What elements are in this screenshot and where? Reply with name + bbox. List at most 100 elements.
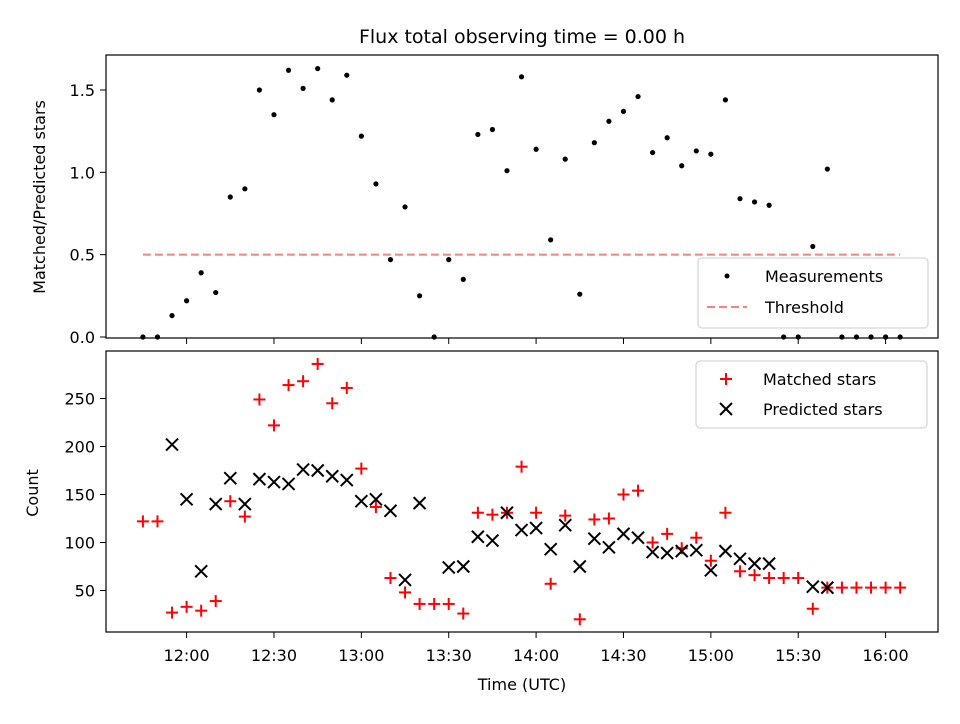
- predicted-star-point: [573, 559, 587, 574]
- matched-star-point: [238, 510, 251, 523]
- matched-star-point: [661, 527, 674, 540]
- bottom-legend-box: [695, 360, 928, 429]
- x-tick-label: 13:00: [338, 646, 384, 665]
- top-panel: 0.0 0.5 1.0 1.5 Matched/Predicted stars Mea…: [30, 54, 939, 347]
- predicted-star-point: [558, 518, 572, 532]
- measurement-point: [358, 133, 364, 139]
- matched-star-point: [617, 488, 630, 501]
- measurement-point: [897, 334, 903, 340]
- x-tick-label: 12:30: [251, 646, 297, 665]
- predicted-star-point: [281, 477, 296, 491]
- measurement-point: [722, 97, 729, 103]
- bottom-y-tick-label: 150: [64, 486, 95, 505]
- predicted-star-point: [165, 437, 179, 452]
- threshold-legend-label: Threshold: [764, 298, 844, 317]
- predicted-star-point: [820, 580, 835, 595]
- matched-star-point: [209, 595, 222, 608]
- predicted-star-point: [689, 543, 703, 557]
- top-legend-box: [697, 257, 929, 329]
- x-tick-label: 14:30: [600, 646, 646, 665]
- matched-star-point: [340, 381, 353, 394]
- matched-star-point: [719, 506, 732, 519]
- measurement-point: [620, 108, 627, 115]
- predicted-star-point: [369, 492, 383, 507]
- matched-star-point: [311, 357, 324, 370]
- predicted-star-point: [529, 521, 543, 535]
- measurement-point: [431, 334, 437, 340]
- measurement-point: [169, 312, 175, 319]
- top-y-tick-label: 0.5: [70, 246, 95, 265]
- measurement-point: [300, 85, 306, 91]
- measurement-point: [664, 135, 670, 141]
- measurement-point: [824, 166, 830, 172]
- predicted-star-point: [354, 494, 369, 508]
- predicted-star-point: [252, 472, 267, 486]
- predicted-star-point: [485, 533, 500, 548]
- top-plot-frame: [105, 54, 939, 339]
- predicted-star-point: [442, 560, 456, 575]
- measurement-point: [839, 334, 845, 340]
- matched-star-point: [428, 597, 441, 610]
- matched-star-point: [806, 602, 819, 615]
- matched-star-point: [894, 581, 907, 594]
- measurement-point: [868, 334, 874, 340]
- bottom-y-axis-label: Count: [23, 469, 42, 517]
- predicted-star-point: [223, 471, 237, 485]
- matched-star-point: [369, 500, 382, 513]
- predicted-star-point: [296, 462, 310, 477]
- bottom-y-ticks: 50 100 150 200 250: [64, 390, 106, 601]
- measurement-point: [242, 186, 248, 192]
- predicted-legend-marker: [719, 402, 733, 416]
- matched-star-point: [573, 613, 586, 626]
- predicted-star-point: [718, 544, 733, 558]
- matched-star-point: [763, 572, 776, 585]
- matched-star-point: [602, 512, 615, 525]
- predicted-star-point: [456, 559, 470, 574]
- matched-legend-marker: [720, 373, 732, 385]
- measurement-point: [446, 257, 452, 263]
- matched-star-point: [224, 495, 237, 508]
- measurement-point: [795, 334, 801, 340]
- measurement-point: [198, 270, 204, 276]
- matched-star-point: [530, 506, 543, 519]
- predicted-star-point: [616, 527, 631, 541]
- matched-star-point: [195, 604, 208, 617]
- measurements-legend-marker: [724, 273, 730, 279]
- matched-star-point: [704, 554, 717, 567]
- top-y-tick-label: 1.0: [70, 163, 95, 182]
- matched-star-point: [690, 531, 703, 544]
- matched-star-point: [166, 606, 179, 619]
- x-axis-label: Time (UTC): [477, 675, 566, 694]
- predicted-star-point: [587, 531, 602, 546]
- predicted-star-point: [267, 475, 281, 489]
- x-tick-label: 12:00: [164, 646, 210, 665]
- predicted-star-point: [543, 542, 558, 556]
- predicted-star-point: [383, 504, 398, 518]
- predicted-star-point: [733, 552, 747, 566]
- x-tick-label: 15:30: [775, 646, 821, 665]
- predicted-star-point: [747, 556, 762, 571]
- predicted-star-point: [806, 579, 820, 594]
- matched-star-point: [151, 515, 164, 528]
- predicted-star-point: [340, 473, 354, 487]
- measurement-point: [256, 87, 263, 93]
- measurement-point: [227, 194, 233, 200]
- matched-star-point: [486, 508, 499, 521]
- bottom-y-tick-label: 250: [64, 390, 95, 409]
- predicted-star-point: [514, 523, 529, 537]
- bottom-y-tick-label: 50: [75, 582, 95, 601]
- predicted-star-point: [602, 540, 616, 555]
- measurement-point: [883, 334, 889, 340]
- top-y-ticks: 0.0 0.5 1.0 1.5: [70, 81, 106, 347]
- measurement-point: [781, 334, 787, 340]
- measurement-point: [606, 118, 612, 124]
- top-x-ticks: [186, 338, 887, 344]
- measurement-point: [184, 298, 190, 304]
- measurement-point: [504, 168, 510, 174]
- measurement-point: [402, 204, 408, 210]
- measurement-point: [766, 202, 772, 208]
- chart-title: Flux total observing time = 0.00 h: [359, 26, 685, 48]
- top-y-tick-label: 0.0: [70, 328, 95, 347]
- measurement-point: [708, 151, 714, 157]
- measurement-point: [810, 243, 816, 250]
